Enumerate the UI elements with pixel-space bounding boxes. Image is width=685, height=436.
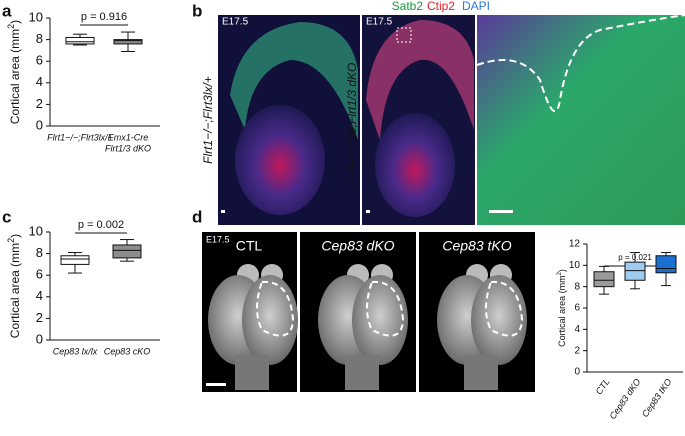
y-tick-label: 4 xyxy=(36,74,43,89)
x-tick-label: Emx1-Cre xyxy=(108,132,149,142)
genotype-label: Flrt1−/−;Flrt3lx/+ xyxy=(201,76,215,164)
x-tick-label: Flrt1/3 dKO xyxy=(105,143,151,153)
condition-label: Cep83 tKO xyxy=(442,238,511,254)
y-tick-label: 8 xyxy=(574,281,580,292)
panel-label: a xyxy=(2,1,12,20)
box xyxy=(593,271,615,288)
box xyxy=(65,36,95,45)
age-label: E17.5 xyxy=(206,234,230,244)
y-axis-label: Cortical area (mm2) xyxy=(557,269,568,347)
brain-images xyxy=(202,232,535,392)
condition-label: Cep83 dKO xyxy=(321,238,394,254)
stain-label: DAPI xyxy=(462,0,490,13)
y-tick-label: 12 xyxy=(569,239,581,250)
x-tick-label: CTL xyxy=(594,377,612,397)
genotype-label: Emx1-Cre;Flrt1/3 dKO xyxy=(345,63,359,182)
y-tick-label: 10 xyxy=(569,260,581,271)
p-value: p = 0.002 xyxy=(78,219,124,231)
y-label-text: Cortical area (mm xyxy=(557,275,567,347)
y-tick-label: 0 xyxy=(36,117,43,132)
y-tick-label: 0 xyxy=(36,331,43,346)
x-tick-label: Flrt1−/−;Flrt3lx/+ xyxy=(47,132,113,142)
age-label: E17.5 xyxy=(366,17,393,28)
micrograph-panel xyxy=(218,14,685,225)
y-tick-label: 10 xyxy=(29,9,43,24)
y-axis-label: Cortical area (mm2) xyxy=(6,20,22,124)
y-tick-label: 10 xyxy=(29,223,43,238)
panel-label: b xyxy=(192,1,202,20)
y-label-text: ) xyxy=(557,269,567,272)
y-label-sup: 2 xyxy=(6,24,16,29)
age-label: E17.5 xyxy=(222,17,249,28)
y-label-text: Cortical area (mm xyxy=(8,29,22,124)
y-label-sup: 2 xyxy=(557,271,563,275)
x-tick-label: Cep83 cKO xyxy=(104,346,151,356)
y-tick-label: 8 xyxy=(36,245,43,260)
y-tick-label: 2 xyxy=(574,345,580,356)
y-tick-label: 4 xyxy=(574,324,580,335)
y-tick-label: 2 xyxy=(36,310,43,325)
y-tick-label: 6 xyxy=(36,53,43,68)
y-tick-label: 2 xyxy=(36,96,43,111)
y-tick-label: 4 xyxy=(36,288,43,303)
box xyxy=(60,255,90,265)
condition-label: CTL xyxy=(236,238,263,254)
stain-label: Ctip2 xyxy=(427,0,455,13)
y-tick-label: 6 xyxy=(36,267,43,282)
box xyxy=(624,261,646,281)
x-tick-label: Cep83 lx/lx xyxy=(53,346,98,356)
y-label-sup: 2 xyxy=(6,238,16,243)
y-label-text: ) xyxy=(8,234,22,238)
y-tick-label: 0 xyxy=(574,367,580,378)
y-axis-label: Cortical area (mm2) xyxy=(6,234,22,338)
box xyxy=(113,39,143,45)
panel-label: c xyxy=(2,207,11,226)
y-label-text: ) xyxy=(8,20,22,24)
stain-label: Satb2 xyxy=(392,0,424,13)
y-tick-label: 6 xyxy=(574,303,580,314)
x-tick-label: Cep83 tKO xyxy=(640,377,674,419)
p-value: p = 0.916 xyxy=(81,11,127,23)
box xyxy=(112,244,142,259)
box xyxy=(655,255,677,274)
x-tick-label: Cep83 dKO xyxy=(607,377,642,421)
y-label-text: Cortical area (mm xyxy=(8,243,22,338)
y-tick-label: 8 xyxy=(36,31,43,46)
panel-label: d xyxy=(192,207,202,226)
